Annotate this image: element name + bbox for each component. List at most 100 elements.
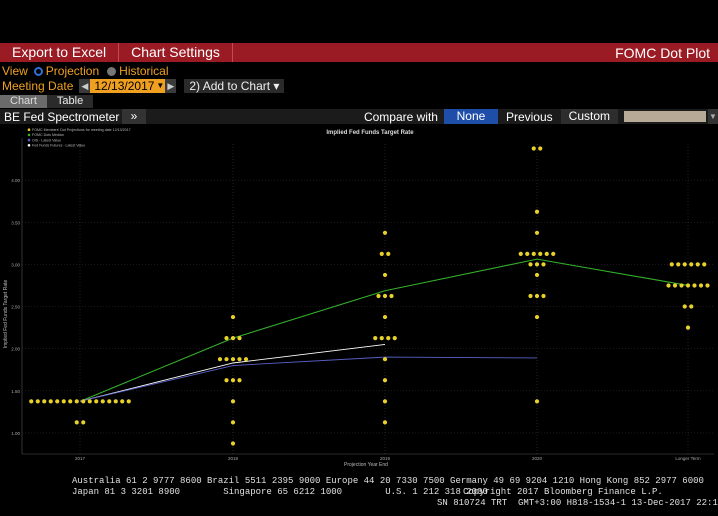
- y-axis-ticks: 1.00 1.50 2.00 2.50 3.00 3.50 4.00: [11, 178, 20, 436]
- dot-mark: [382, 399, 388, 404]
- dot-mark: [382, 420, 388, 425]
- dot-mark: [669, 262, 674, 267]
- dot-mark: [692, 283, 697, 288]
- dot-mark: [534, 209, 540, 214]
- dot-mark: [528, 262, 533, 267]
- dot-mark: [531, 251, 536, 256]
- dot-mark: [534, 293, 540, 299]
- chart-settings-button[interactable]: Chart Settings: [119, 43, 233, 62]
- dot-mark: [541, 262, 546, 267]
- meeting-date-label: Meeting Date: [2, 79, 74, 93]
- footer-session-info: SN 810724 TRT GMT+3:00 H818-1534-1 13-De…: [437, 498, 718, 508]
- y-tick-label: 2.00: [11, 347, 20, 352]
- x-tick-label: 2018: [228, 456, 239, 461]
- add-to-chart-button[interactable]: 2) Add to Chart ▾: [184, 79, 285, 93]
- series-line: [79, 258, 689, 402]
- compare-with-label: Compare with: [363, 109, 438, 124]
- dot-mark: [230, 441, 236, 446]
- dot-mark: [100, 399, 105, 404]
- dot-mark: [74, 420, 79, 425]
- dot-mark: [392, 336, 397, 341]
- slider-arrow-icon[interactable]: ▼: [708, 109, 718, 124]
- y-axis-label: Implied Fed Funds Target Rate: [3, 280, 9, 349]
- custom-date-slider[interactable]: [624, 111, 706, 122]
- y-tick-label: 3.00: [11, 262, 20, 267]
- meeting-date-input[interactable]: 12/13/2017 ▼: [90, 79, 166, 93]
- dot-mark: [518, 251, 523, 256]
- fed-spectrometer-label[interactable]: BE Fed Spectrometer: [4, 109, 120, 124]
- chevron-down-icon[interactable]: ▼: [155, 79, 166, 93]
- dot-mark: [676, 262, 681, 267]
- dot-mark: [379, 251, 384, 256]
- add-to-chart-label: 2) Add to Chart: [189, 79, 271, 93]
- legend-swatch: [27, 144, 31, 147]
- dot-mark: [538, 146, 543, 151]
- x-axis-label: Projection Year End: [344, 462, 388, 468]
- dot-mark: [695, 262, 700, 267]
- series-line: [79, 356, 538, 402]
- prev-date-button[interactable]: ◀: [79, 79, 91, 93]
- dot-mark: [94, 399, 99, 404]
- dot-mark: [74, 399, 79, 404]
- dot-mark: [81, 399, 86, 404]
- meeting-date-row: Meeting Date ◀ 12/13/2017 ▼ ▶ 2) Add to …: [2, 78, 285, 94]
- top-menu-bar: Export to Excel Chart Settings FOMC Dot …: [0, 43, 718, 62]
- next-date-button[interactable]: ▶: [165, 79, 177, 93]
- dot-mark: [230, 336, 236, 341]
- grid-lines: [21, 138, 714, 455]
- footer-contacts-1: Australia 61 2 9777 8600 Brazil 5511 239…: [72, 476, 704, 486]
- legend-entry: Fed Funds Futures - Latest Value: [32, 144, 85, 148]
- dot-mark: [541, 293, 546, 299]
- dot-mark: [534, 314, 540, 320]
- projection-radio[interactable]: Projection: [33, 64, 99, 78]
- x-tick-label: 2017: [75, 456, 86, 461]
- dot-mark: [531, 146, 536, 151]
- compare-none-button[interactable]: None: [443, 109, 498, 124]
- y-tick-label: 4.00: [11, 178, 20, 183]
- legend-entry: FOMC Members' Dot Projections for meetin…: [32, 128, 131, 132]
- dot-mark: [672, 283, 678, 288]
- view-row: View Projection Historical: [2, 64, 177, 78]
- radio-unselected-icon: [107, 66, 117, 76]
- export-excel-button[interactable]: Export to Excel: [0, 43, 120, 62]
- dot-mark: [373, 336, 378, 341]
- dot-mark: [237, 336, 242, 341]
- tab-table[interactable]: Table: [46, 95, 94, 108]
- dot-mark: [224, 357, 229, 362]
- dot-mark: [237, 357, 242, 362]
- dot-mark: [126, 399, 131, 404]
- tab-chart[interactable]: Chart: [0, 95, 47, 108]
- dot-mark: [705, 283, 710, 288]
- expand-chevron-icon[interactable]: »: [122, 109, 146, 124]
- dot-mark: [534, 262, 540, 267]
- x-tick-label: Longer Term: [675, 456, 700, 461]
- dot-mark: [230, 399, 236, 404]
- dot-mark: [243, 357, 249, 362]
- x-axis-ticks: 2017 2018 2019 2020 Longer Term: [75, 456, 701, 461]
- dot-mark: [55, 399, 60, 404]
- historical-radio[interactable]: Historical: [107, 64, 169, 78]
- dot-mark: [376, 293, 381, 299]
- dot-mark: [698, 283, 704, 288]
- dot-mark: [230, 357, 236, 362]
- dot-mark: [551, 251, 556, 256]
- dot-mark: [682, 304, 687, 309]
- legend-entry: OIS - Latest Value: [32, 138, 61, 142]
- dot-mark: [379, 336, 384, 341]
- dot-mark: [68, 399, 73, 404]
- series-line: [79, 344, 386, 402]
- chart-area: 1.00 1.50 2.00 2.50 3.00 3.50 4.00 2017 2018 201…: [0, 124, 718, 474]
- dot-mark: [42, 399, 47, 404]
- dot-mark: [230, 378, 236, 383]
- dot-mark: [87, 399, 92, 404]
- dot-mark: [120, 399, 125, 404]
- y-tick-label: 3.50: [11, 220, 20, 225]
- footer: Australia 61 2 9777 8600 Brazil 5511 239…: [0, 474, 718, 516]
- dot-mark: [679, 283, 684, 288]
- dot-mark: [382, 293, 388, 299]
- dot-mark: [237, 378, 242, 383]
- dot-mark: [382, 378, 388, 383]
- dot-mark: [689, 304, 694, 309]
- compare-previous-button[interactable]: Previous: [505, 109, 553, 124]
- compare-custom-button[interactable]: Custom: [560, 109, 618, 124]
